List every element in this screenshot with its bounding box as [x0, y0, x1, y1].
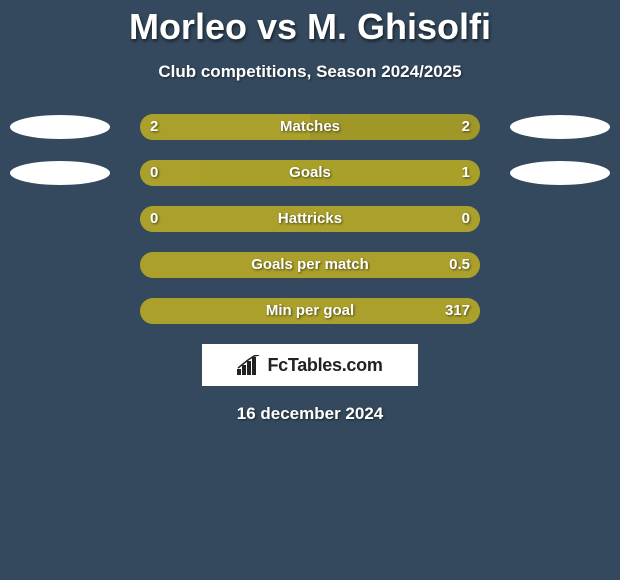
player1-badge [10, 161, 110, 185]
stat-label: Goals [140, 160, 480, 186]
date-label: 16 december 2024 [0, 404, 620, 424]
stat-row: 22Matches [0, 114, 620, 140]
stat-row: 0.5Goals per match [0, 252, 620, 278]
player2-badge [510, 115, 610, 139]
player2-badge [510, 161, 610, 185]
player2-name: M. Ghisolfi [307, 6, 491, 47]
stat-row: 00Hattricks [0, 206, 620, 232]
stat-bar: 00Hattricks [140, 206, 480, 232]
branding-text: FcTables.com [267, 355, 382, 376]
stat-bar: 01Goals [140, 160, 480, 186]
stat-bar: 317Min per goal [140, 298, 480, 324]
stat-label: Min per goal [140, 298, 480, 324]
stat-row: 01Goals [0, 160, 620, 186]
stat-rows: 22Matches 01Goals 00Hattricks 0.5Goals per … [0, 114, 620, 324]
stat-bar: 0.5Goals per match [140, 252, 480, 278]
player1-name: Morleo [129, 6, 247, 47]
page-title: Morleo vs M. Ghisolfi [0, 0, 620, 48]
player1-badge [10, 115, 110, 139]
stat-label: Hattricks [140, 206, 480, 232]
subtitle: Club competitions, Season 2024/2025 [0, 62, 620, 82]
stat-bar: 22Matches [140, 114, 480, 140]
branding-badge: FcTables.com [202, 344, 418, 386]
stat-label: Matches [140, 114, 480, 140]
stat-row: 317Min per goal [0, 298, 620, 324]
vs-label: vs [257, 6, 297, 47]
bar-chart-icon [237, 355, 261, 375]
stat-label: Goals per match [140, 252, 480, 278]
